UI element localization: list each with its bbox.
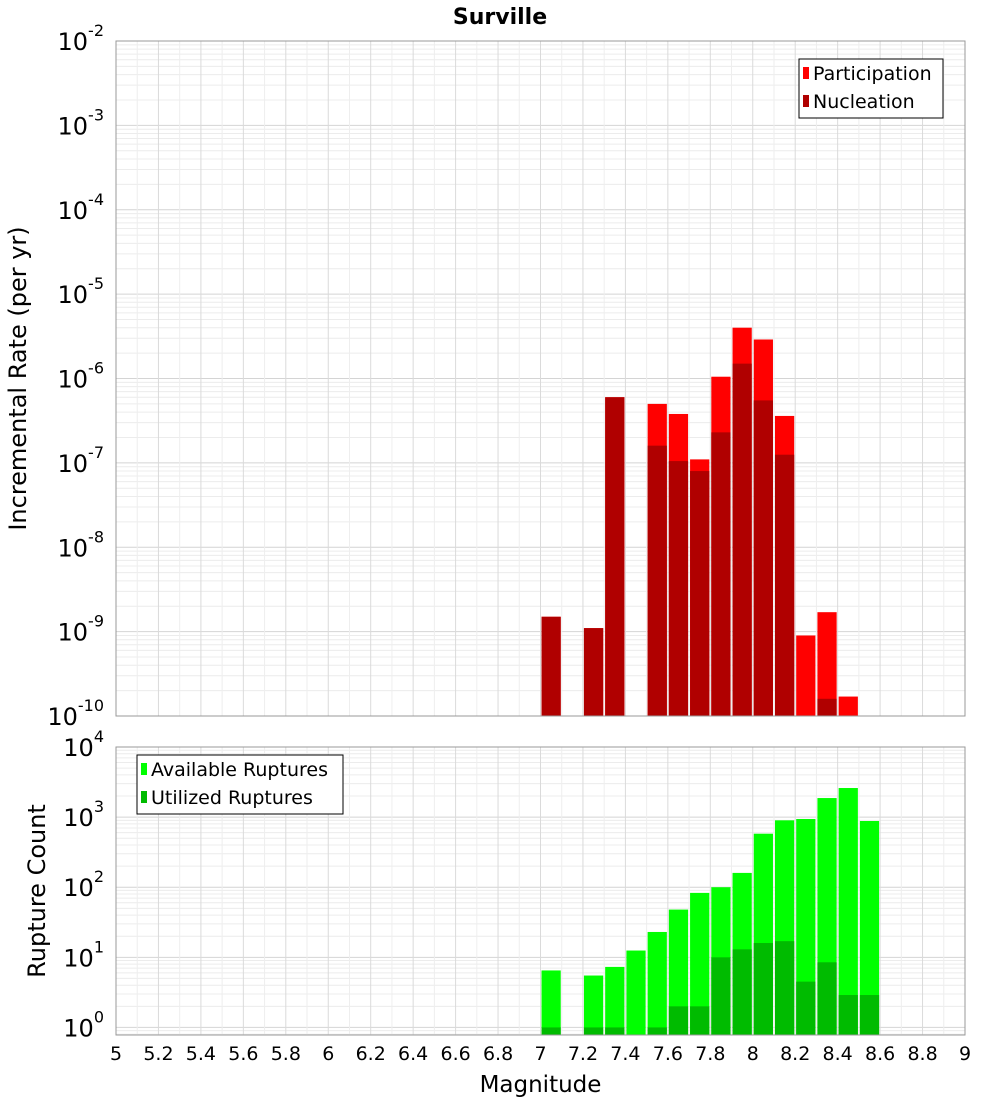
bar-utilized-ruptures	[668, 1006, 689, 1035]
x-tick-label: 8.8	[907, 1043, 937, 1065]
y-axis-label: Rupture Count	[23, 804, 51, 978]
x-tick-label: 7.4	[610, 1043, 640, 1065]
bar-utilized-ruptures	[753, 943, 773, 1035]
bar-utilized-ruptures	[583, 1027, 604, 1035]
x-tick-label: 5.6	[228, 1043, 258, 1065]
bar-utilized-ruptures	[796, 981, 816, 1035]
y-axis-label: Incremental Rate (per yr)	[4, 226, 32, 530]
x-tick-label: 7.8	[695, 1043, 725, 1065]
y-tick-label: 104	[63, 727, 104, 762]
y-tick-label: 10-10	[47, 696, 104, 731]
bar-available-ruptures	[626, 950, 646, 1035]
bar-nucleation	[817, 698, 837, 716]
x-tick-label: 6	[322, 1043, 334, 1065]
bar-utilized-ruptures	[647, 1027, 667, 1035]
legend-swatch	[803, 95, 809, 107]
bar-utilized-ruptures	[817, 962, 837, 1035]
bar-available-ruptures	[605, 966, 625, 1035]
bar-available-ruptures	[796, 818, 816, 1035]
x-tick-label: 6.4	[398, 1043, 428, 1065]
plot-frame	[115, 746, 966, 1036]
y-tick-label: 10-9	[58, 612, 105, 647]
y-tick-label: 10-3	[58, 105, 105, 140]
plot-frame	[115, 40, 966, 717]
bar-nucleation	[541, 616, 561, 716]
chart-title: Surville	[453, 5, 547, 30]
y-tick-label: 10-8	[58, 527, 105, 562]
legend-box	[136, 754, 344, 815]
legend-label: Participation	[813, 63, 932, 85]
bar-utilized-ruptures	[690, 1006, 710, 1035]
bar-utilized-ruptures	[838, 995, 858, 1035]
y-tick-label: 102	[63, 867, 104, 902]
x-tick-label: 5	[110, 1043, 122, 1065]
bar-available-ruptures	[668, 909, 689, 1035]
x-tick-label: 5.8	[271, 1043, 301, 1065]
x-tick-label: 8.6	[865, 1043, 895, 1065]
y-tick-label: 100	[63, 1007, 104, 1042]
bar-nucleation	[774, 454, 795, 716]
x-tick-label: 8.4	[823, 1043, 853, 1065]
bar-nucleation	[732, 363, 752, 716]
bar-available-ruptures	[859, 821, 880, 1035]
bar-utilized-ruptures	[732, 949, 752, 1035]
legend-label: Utilized Ruptures	[151, 787, 313, 809]
legend-label: Nucleation	[813, 91, 915, 113]
x-tick-label: 9	[959, 1043, 971, 1065]
panel-rate: 10-10 10-9 10-8 10-7 10-6 10-5 10-4 10-3 10-2 Inc…	[4, 21, 966, 731]
bar-nucleation	[583, 628, 604, 716]
bar-nucleation	[647, 445, 667, 716]
x-tick-label: 5.2	[143, 1043, 173, 1065]
x-tick-label: 7.6	[653, 1043, 683, 1065]
legend-swatch	[803, 67, 809, 79]
y-tick-label: 101	[63, 937, 104, 972]
x-tick-label: 6.2	[356, 1043, 386, 1065]
legend-box	[798, 58, 944, 119]
bar-available-ruptures	[583, 975, 604, 1035]
bar-utilized-ruptures	[541, 1027, 561, 1035]
x-tick-label: 5.4	[186, 1043, 216, 1065]
bar-nucleation	[605, 397, 625, 716]
y-tick-label: 10-5	[58, 274, 105, 309]
x-tick-label: 8.2	[780, 1043, 810, 1065]
x-axis-label: Magnitude	[480, 1072, 602, 1098]
bar-available-ruptures	[838, 788, 858, 1035]
x-tick-label: 8	[747, 1043, 759, 1065]
legend-swatch	[141, 763, 147, 775]
bar-utilized-ruptures	[774, 941, 795, 1035]
bar-participation	[796, 635, 816, 716]
x-tick-label: 7	[534, 1043, 546, 1065]
bar-available-ruptures	[541, 970, 561, 1035]
bar-nucleation	[711, 432, 731, 716]
bar-utilized-ruptures	[859, 995, 880, 1035]
x-tick-label: 6.6	[440, 1043, 470, 1065]
y-tick-label: 103	[63, 797, 104, 832]
bar-nucleation	[690, 471, 710, 716]
bar-nucleation	[753, 400, 773, 716]
bar-available-ruptures	[690, 892, 710, 1035]
bar-available-ruptures	[647, 931, 667, 1035]
legend-swatch	[141, 791, 147, 803]
panel-rupture-count: 100 101 102 103 104 5 5.2 5.4 5.6 5.8 6 6.2 6.4 6.6 6.…	[23, 727, 971, 1098]
bar-utilized-ruptures	[605, 1027, 625, 1035]
bar-utilized-ruptures	[711, 957, 731, 1035]
y-tick-label: 10-7	[58, 443, 105, 478]
y-tick-label: 10-4	[58, 190, 105, 225]
x-tick-label: 7.2	[568, 1043, 598, 1065]
bar-participation	[817, 612, 837, 716]
y-tick-label: 10-2	[58, 21, 105, 56]
y-tick-label: 10-6	[58, 359, 105, 394]
bar-nucleation	[668, 461, 689, 716]
bar-participation	[838, 696, 858, 716]
x-tick-label: 6.8	[483, 1043, 513, 1065]
legend-label: Available Ruptures	[151, 759, 328, 781]
